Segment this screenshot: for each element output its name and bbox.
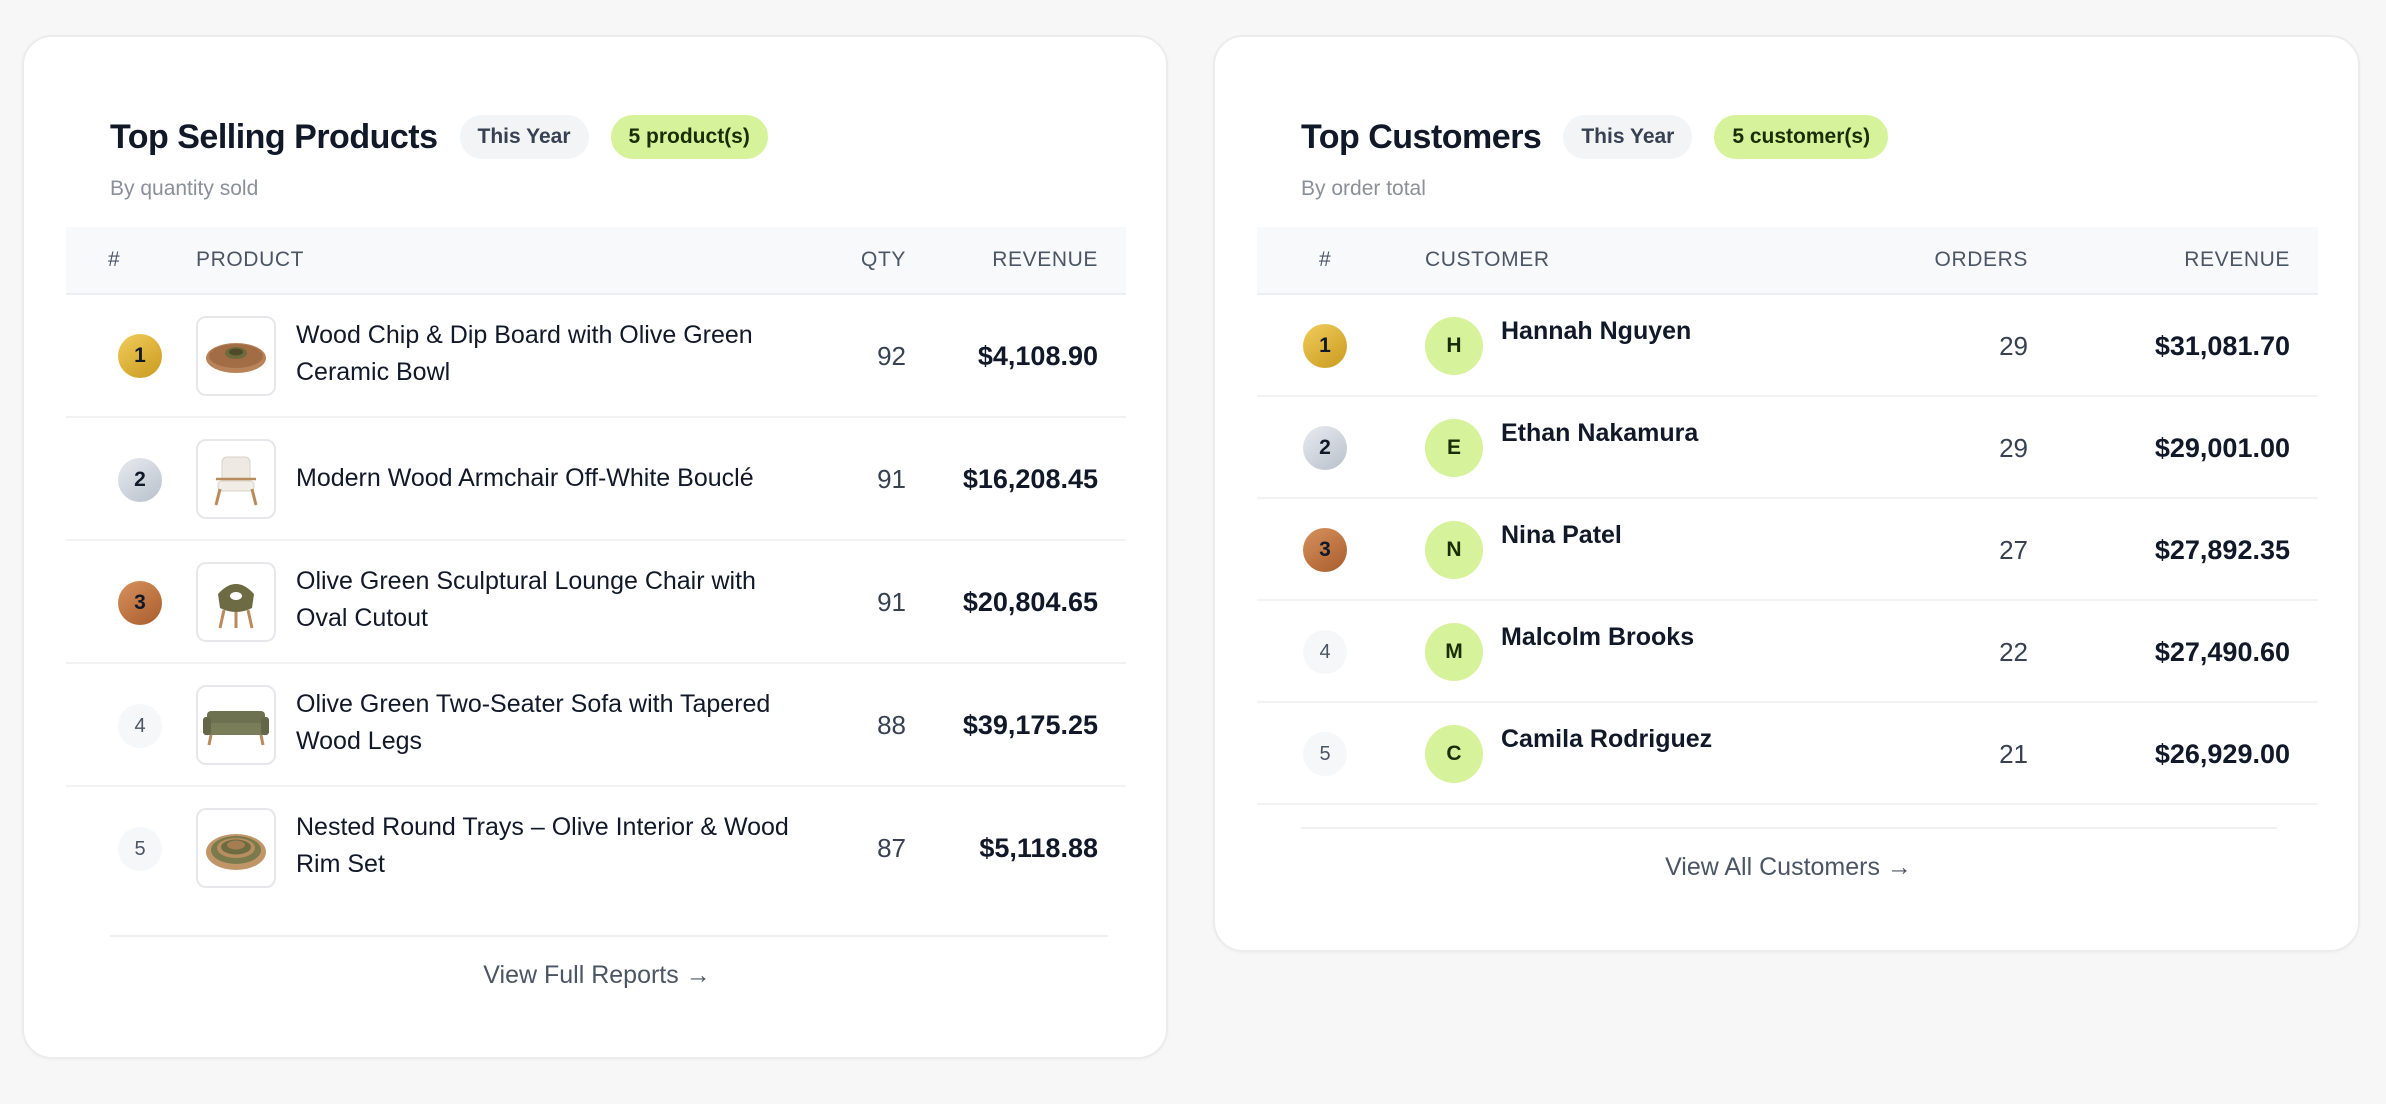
- product-name-line: Ceramic Bowl: [296, 358, 451, 386]
- product-revenue: $39,175.25: [962, 710, 1098, 740]
- product-qty: 92: [877, 341, 906, 371]
- customer-name: Malcolm Brooks: [1501, 623, 1695, 651]
- product-qty: 87: [877, 833, 906, 863]
- customer-revenue: $27,892.35: [2154, 535, 2290, 565]
- products-footer-divider: [110, 935, 1108, 937]
- customer-revenue: $26,929.00: [2154, 739, 2290, 769]
- customer-revenue: $29,001.00: [2154, 433, 2290, 463]
- customer-orders: 22: [1999, 637, 2028, 667]
- product-row[interactable]: 3 Olive Green Sculptural Lounge Chair wi…: [66, 541, 1126, 664]
- customers-footer-divider: [1301, 827, 2277, 829]
- sofa-icon: [196, 685, 276, 765]
- avatar: C: [1425, 725, 1483, 783]
- product-name: Olive Green Sculptural Lounge Chair with…: [296, 563, 816, 637]
- column-qty: QTY: [861, 248, 906, 271]
- customer-row[interactable]: 3 N Nina Patel 27 $27,892.35: [1257, 499, 2318, 601]
- rank-badge-gold: 1: [1303, 324, 1347, 368]
- customer-row[interactable]: 4 M Malcolm Brooks 22 $27,490.60: [1257, 601, 2318, 703]
- product-name-line: Nested Round Trays – Olive Interior & Wo…: [296, 813, 789, 841]
- product-name-line: Olive Green Sculptural Lounge Chair with: [296, 567, 756, 595]
- rank-badge-bronze: 3: [1303, 528, 1347, 572]
- view-all-customers-link[interactable]: View All Customers →: [1665, 853, 1912, 881]
- product-qty: 91: [877, 587, 906, 617]
- column-orders: ORDERS: [1934, 248, 2028, 271]
- product-name-line: Rim Set: [296, 850, 385, 878]
- top-selling-products-card: Top Selling Products This Year 5 product…: [22, 35, 1168, 1059]
- rank-badge: 5: [118, 827, 162, 871]
- top-customers-card: Top Customers This Year 5 customer(s) By…: [1213, 35, 2360, 952]
- customers-subtitle: By order total: [1301, 177, 1426, 200]
- products-subtitle: By quantity sold: [110, 177, 259, 200]
- product-row[interactable]: 4 Olive Green Two-Seater Sofa with Taper…: [66, 664, 1126, 787]
- product-name: Olive Green Two-Seater Sofa with Tapered…: [296, 686, 816, 760]
- product-name-line: Wood Chip & Dip Board with Olive Green: [296, 321, 753, 349]
- product-revenue: $20,804.65: [962, 587, 1098, 617]
- product-qty: 88: [877, 710, 906, 740]
- customers-period-badge: This Year: [1563, 115, 1693, 159]
- customer-name: Ethan Nakamura: [1501, 419, 1699, 447]
- rank-badge: 5: [1303, 732, 1347, 776]
- column-revenue: REVENUE: [2184, 248, 2290, 271]
- products-title: Top Selling Products: [110, 117, 438, 156]
- column-customer: CUSTOMER: [1425, 248, 1550, 271]
- customers-header: Top Customers This Year 5 customer(s): [1301, 115, 1889, 159]
- customers-count-badge: 5 customer(s): [1714, 115, 1889, 159]
- product-row[interactable]: 1 Wood Chip & Dip Board with Olive Green…: [66, 295, 1126, 418]
- avatar: N: [1425, 521, 1483, 579]
- chip-dip-board-icon: [196, 316, 276, 396]
- product-name-line: Modern Wood Armchair Off-White Bouclé: [296, 464, 754, 492]
- customer-name: Hannah Nguyen: [1501, 317, 1692, 345]
- product-qty: 91: [877, 464, 906, 494]
- customer-revenue: $27,490.60: [2154, 637, 2290, 667]
- rank-badge-silver: 2: [1303, 426, 1347, 470]
- customer-row[interactable]: 1 H Hannah Nguyen 29 $31,081.70: [1257, 295, 2318, 397]
- customers-table-header: # CUSTOMER ORDERS REVENUE: [1257, 227, 2318, 295]
- product-name: Nested Round Trays – Olive Interior & Wo…: [296, 809, 816, 883]
- customer-revenue: $31,081.70: [2154, 331, 2290, 361]
- avatar: E: [1425, 419, 1483, 477]
- products-header: Top Selling Products This Year 5 product…: [110, 115, 768, 159]
- avatar: H: [1425, 317, 1483, 375]
- lounge-chair-icon: [196, 562, 276, 642]
- customer-orders: 27: [1999, 535, 2028, 565]
- rank-badge-silver: 2: [118, 458, 162, 502]
- customer-orders: 29: [1999, 331, 2028, 361]
- customer-name: Nina Patel: [1501, 521, 1622, 549]
- customer-orders: 21: [1999, 739, 2028, 769]
- product-name: Modern Wood Armchair Off-White Bouclé: [296, 460, 816, 497]
- column-product: PRODUCT: [196, 248, 305, 271]
- rank-badge-gold: 1: [118, 334, 162, 378]
- customer-row[interactable]: 5 C Camila Rodriguez 21 $26,929.00: [1257, 703, 2318, 805]
- customer-row[interactable]: 2 E Ethan Nakamura 29 $29,001.00: [1257, 397, 2318, 499]
- avatar: M: [1425, 623, 1483, 681]
- products-table-header: # PRODUCT QTY REVENUE: [66, 227, 1126, 295]
- product-revenue: $4,108.90: [977, 341, 1098, 371]
- rank-badge: 4: [118, 704, 162, 748]
- column-rank: #: [108, 248, 121, 271]
- product-revenue: $16,208.45: [962, 464, 1098, 494]
- product-row[interactable]: 5 Nested Round Trays – Olive Interior & …: [66, 787, 1126, 910]
- rank-badge-bronze: 3: [118, 581, 162, 625]
- customers-title: Top Customers: [1301, 117, 1542, 156]
- products-count-badge: 5 product(s): [610, 115, 768, 159]
- product-name-line: Olive Green Two-Seater Sofa with Tapered: [296, 690, 771, 718]
- customer-orders: 29: [1999, 433, 2028, 463]
- product-name-line: Wood Legs: [296, 727, 423, 755]
- product-row[interactable]: 2 Modern Wood Armchair Off-White Bouclé …: [66, 418, 1126, 541]
- armchair-icon: [196, 439, 276, 519]
- column-rank: #: [1319, 248, 1332, 271]
- view-full-reports-link[interactable]: View Full Reports →: [483, 961, 711, 989]
- customer-name: Camila Rodriguez: [1501, 725, 1713, 753]
- product-name-line: Oval Cutout: [296, 604, 429, 632]
- column-revenue: REVENUE: [992, 248, 1098, 271]
- product-name: Wood Chip & Dip Board with Olive Green C…: [296, 317, 816, 391]
- nested-trays-icon: [196, 808, 276, 888]
- products-period-badge: This Year: [459, 115, 589, 159]
- product-revenue: $5,118.88: [979, 833, 1098, 863]
- rank-badge: 4: [1303, 630, 1347, 674]
